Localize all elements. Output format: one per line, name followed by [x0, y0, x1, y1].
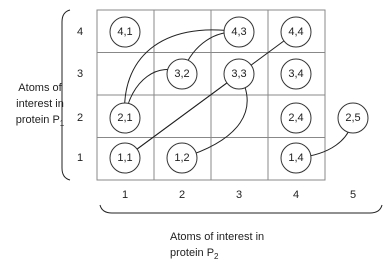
column-label: 3: [236, 189, 242, 201]
node-circle: [280, 142, 312, 174]
edges: [124, 29, 354, 159]
node-label: 3,4: [288, 68, 303, 80]
node-circle: [109, 16, 141, 48]
x-axis-label: protein P2: [170, 247, 219, 260]
node-circle: [280, 16, 312, 48]
column-label: 4: [293, 189, 299, 201]
node-circle: [280, 58, 312, 90]
column-label: 1: [122, 189, 128, 201]
nodes: 4,1 4,3 4,4 3,2 3,3 3,4 2,1 2,4 2,5 1,1 1,2 1,4: [109, 16, 369, 174]
node-label: 2,4: [288, 112, 303, 124]
y-axis-label: protein P1: [16, 114, 65, 128]
node-label: 4,3: [231, 26, 246, 38]
bottom-brace: [99, 204, 383, 214]
row-label: 2: [77, 112, 83, 124]
node-label: 2,5: [345, 112, 360, 124]
labels: 4 3 2 1 1 2 3 4 5: [77, 26, 356, 201]
node-label: 4,4: [288, 26, 303, 38]
node-circle: [166, 142, 198, 174]
y-axis-label: Atoms of: [18, 82, 62, 94]
node-label: 3,3: [231, 68, 246, 80]
row-label: 4: [77, 26, 83, 38]
row-label: 1: [77, 152, 83, 164]
grid: [96, 9, 326, 181]
column-label: 5: [350, 189, 356, 201]
x-axis-label: protein P: [170, 247, 214, 259]
y-axis-label: interest in: [16, 98, 64, 110]
node-circle: [166, 58, 198, 90]
node-label: 2,1: [117, 112, 132, 124]
node-circle: [109, 102, 141, 134]
x-axis-label: Atoms of interest in: [170, 231, 264, 243]
node-circle: [223, 16, 255, 48]
y-axis-label: protein P: [16, 114, 60, 126]
node-circle: [280, 102, 312, 134]
node-label: 1,4: [288, 152, 303, 164]
node-circle: [223, 58, 255, 90]
node-circle: [337, 102, 369, 134]
node-label: 1,2: [174, 152, 189, 164]
node-label: 3,2: [174, 68, 189, 80]
column-label: 2: [179, 189, 185, 201]
node-label: 4,1: [117, 26, 132, 38]
left-brace: [61, 9, 71, 181]
node-circle: [109, 142, 141, 174]
subscript: 1: [60, 119, 65, 128]
subscript: 2: [214, 252, 219, 260]
row-label: 3: [77, 68, 83, 80]
node-label: 1,1: [117, 152, 132, 164]
